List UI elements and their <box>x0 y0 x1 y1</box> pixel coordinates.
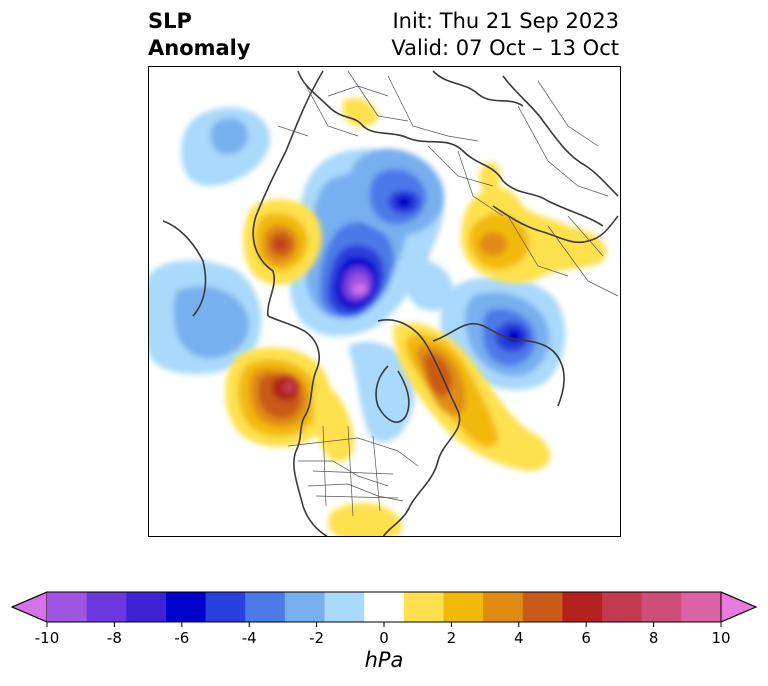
borders <box>277 70 619 517</box>
high-mexico <box>328 502 402 537</box>
colorbar-extend-max <box>720 591 758 623</box>
colorbar: -10 -8 -6 -4 -2 0 2 4 6 8 10 <box>10 591 758 647</box>
colorbar-tick-label: -4 <box>242 629 257 647</box>
colorbar-cell <box>681 592 722 622</box>
low-western-europe <box>148 260 262 375</box>
colorbar-tick-label: 4 <box>514 629 524 647</box>
colorbar-tick-label: 2 <box>447 629 457 647</box>
colorbar-tick-label: 10 <box>711 629 730 647</box>
colorbar-cell <box>205 592 246 622</box>
colorbar-cell <box>522 592 564 622</box>
colorbar-cell <box>641 592 682 622</box>
colorbar-tick-label: -8 <box>107 629 122 647</box>
high-greenland-iceland <box>393 322 551 471</box>
colorbar-tick-label: -2 <box>309 629 324 647</box>
colorbar-tick-label: -6 <box>174 629 189 647</box>
colorbar-cell <box>245 592 286 622</box>
low-north-africa <box>181 107 270 186</box>
colorbar-cell <box>403 592 445 622</box>
colorbar-tick-label: 8 <box>649 629 659 647</box>
colorbar-cell <box>284 592 326 622</box>
colorbar-cell <box>602 592 643 622</box>
colorbar-cell <box>47 592 88 622</box>
colorbar-cell <box>483 592 524 622</box>
colorbar-cell <box>86 592 127 622</box>
slp-anomaly-map <box>148 66 621 537</box>
title-variable: SLP <box>148 9 192 33</box>
colorbar-cell <box>126 592 167 622</box>
coastlines <box>162 70 619 537</box>
high-gulf-of-alaska <box>225 347 355 462</box>
init-date: Init: Thu 21 Sep 2023 <box>392 9 619 33</box>
colorbar-tick-label: -10 <box>35 629 60 647</box>
colorbar-units: hPa <box>364 648 404 672</box>
low-scandinavia <box>348 148 444 235</box>
colorbar-tick-label: 0 <box>379 629 389 647</box>
title-anomaly: Anomaly <box>148 36 251 60</box>
title-left: SLP Anomaly <box>148 8 251 62</box>
colorbar-extend-min <box>10 591 48 623</box>
high-europe-atlantic <box>243 199 322 285</box>
colorbar-tick-label: 6 <box>581 629 591 647</box>
colorbar-cell <box>562 592 603 622</box>
low-canada <box>348 259 454 443</box>
map-frame <box>148 66 621 537</box>
colorbar-cell <box>364 592 405 622</box>
colorbar-cell <box>165 592 207 622</box>
colorbar-cell <box>324 592 365 622</box>
title-right: Init: Thu 21 Sep 2023 Valid: 07 Oct – 13… <box>391 8 619 62</box>
colorbar-cell <box>443 592 484 622</box>
valid-range: Valid: 07 Oct – 13 Oct <box>391 36 619 60</box>
